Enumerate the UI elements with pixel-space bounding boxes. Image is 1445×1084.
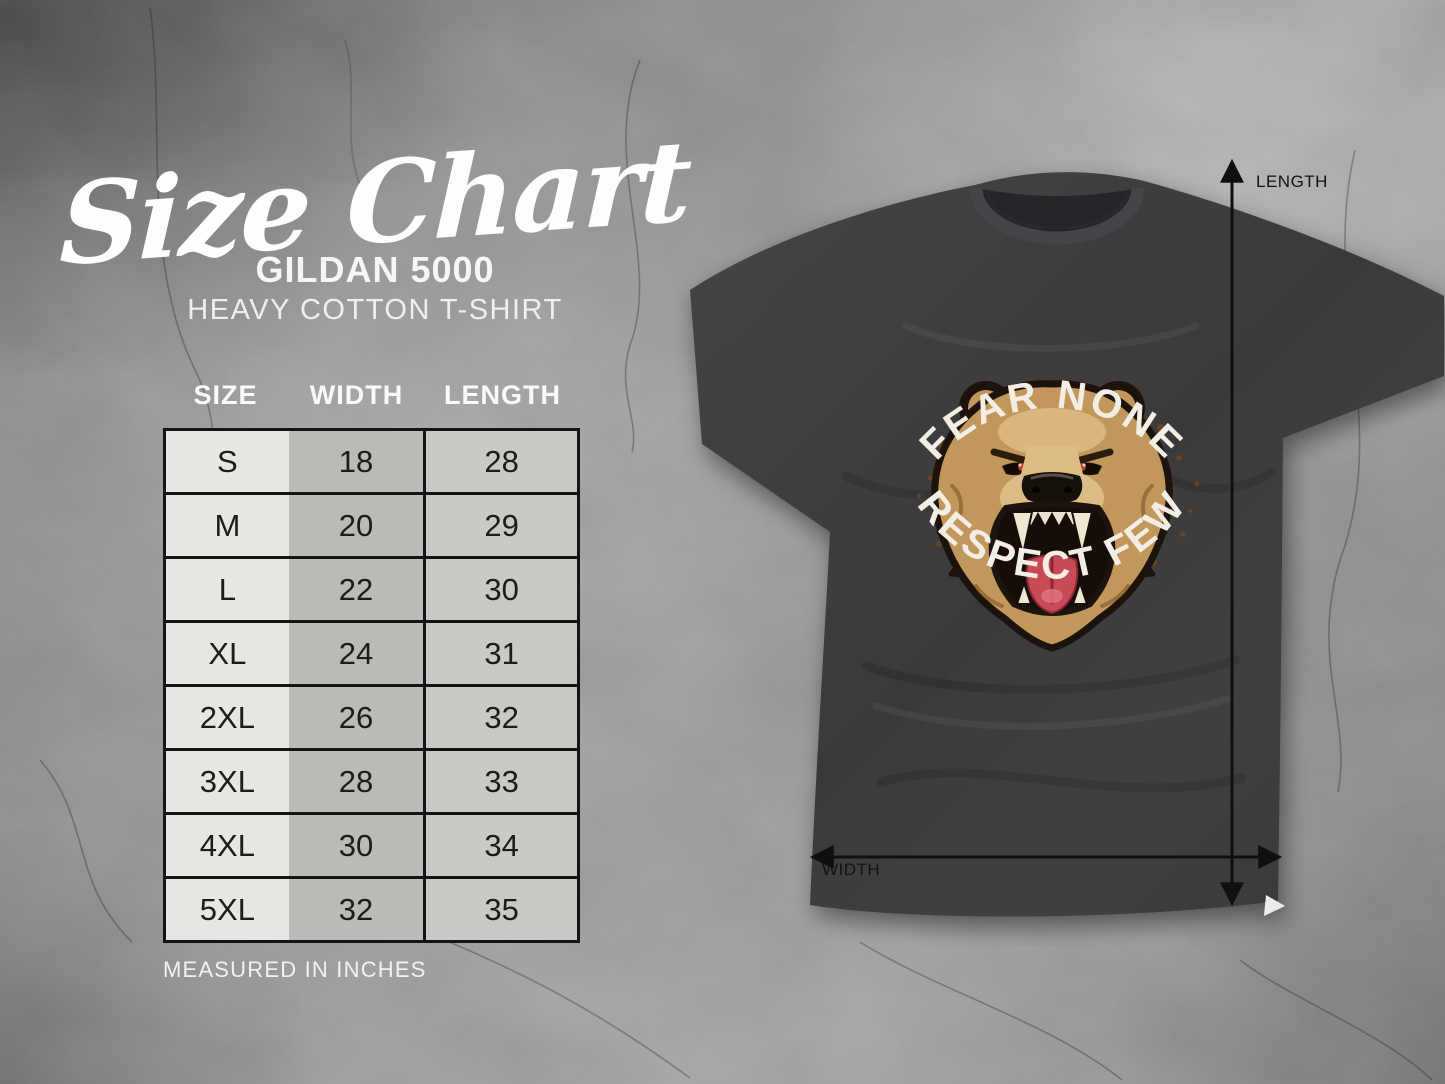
bear-graphic [931, 380, 1173, 652]
width-label: WIDTH [822, 860, 881, 879]
length-cell: 34 [423, 812, 579, 878]
table-header-row: SIZE WIDTH LENGTH [163, 373, 580, 417]
length-cell: 35 [423, 876, 579, 942]
size-cell: S [164, 429, 289, 494]
width-cell: 18 [288, 429, 425, 494]
table-row: 4XL 30 34 [164, 812, 579, 878]
measurement-arrows [809, 158, 1283, 907]
size-cell: L [164, 556, 289, 622]
width-cell: 28 [288, 748, 425, 814]
header-size: SIZE [193, 379, 258, 410]
width-cell: 32 [288, 876, 425, 942]
length-cell: 28 [423, 429, 579, 494]
collar [969, 187, 1145, 245]
size-cell: 2XL [164, 684, 289, 750]
product-subtitle: HEAVY COTTON T-SHIRT [187, 294, 563, 326]
product-name: GILDAN 5000 [255, 249, 495, 290]
size-table: S 18 28 M 20 29 L 22 30 XL 24 31 2XL 26 [163, 428, 580, 943]
table-row: S 18 28 [164, 429, 579, 494]
units-footnote: MEASURED IN INCHES [163, 957, 427, 982]
size-cell: 5XL [164, 876, 289, 942]
width-cell: 26 [288, 684, 425, 750]
size-cell: 3XL [164, 748, 289, 814]
size-cell: 4XL [164, 812, 289, 878]
length-cell: 32 [423, 684, 579, 750]
tshirt-mockup: FEAR NONE RESPECT FEW LENGTH WIDTH [676, 146, 1445, 946]
corner-fold [1264, 895, 1285, 916]
table-row: 5XL 32 35 [164, 876, 579, 942]
length-label: LENGTH [1256, 172, 1328, 191]
size-cell: M [164, 492, 289, 558]
header-length: LENGTH [444, 379, 561, 410]
table-row: M 20 29 [164, 492, 579, 558]
length-cell: 29 [423, 492, 579, 558]
table-row: XL 24 31 [164, 620, 579, 686]
size-cell: XL [164, 620, 289, 686]
width-cell: 20 [288, 492, 425, 558]
table-row: 3XL 28 33 [164, 748, 579, 814]
width-cell: 30 [288, 812, 425, 878]
tshirt-illustration: FEAR NONE RESPECT FEW [690, 158, 1444, 917]
table-row: 2XL 26 32 [164, 684, 579, 750]
length-cell: 33 [423, 748, 579, 814]
width-cell: 24 [288, 620, 425, 686]
header-width: WIDTH [309, 379, 404, 410]
width-cell: 22 [288, 556, 425, 622]
tshirt-shape [690, 172, 1444, 917]
table-row: L 22 30 [164, 556, 579, 622]
length-cell: 31 [423, 620, 579, 686]
length-cell: 30 [423, 556, 579, 622]
